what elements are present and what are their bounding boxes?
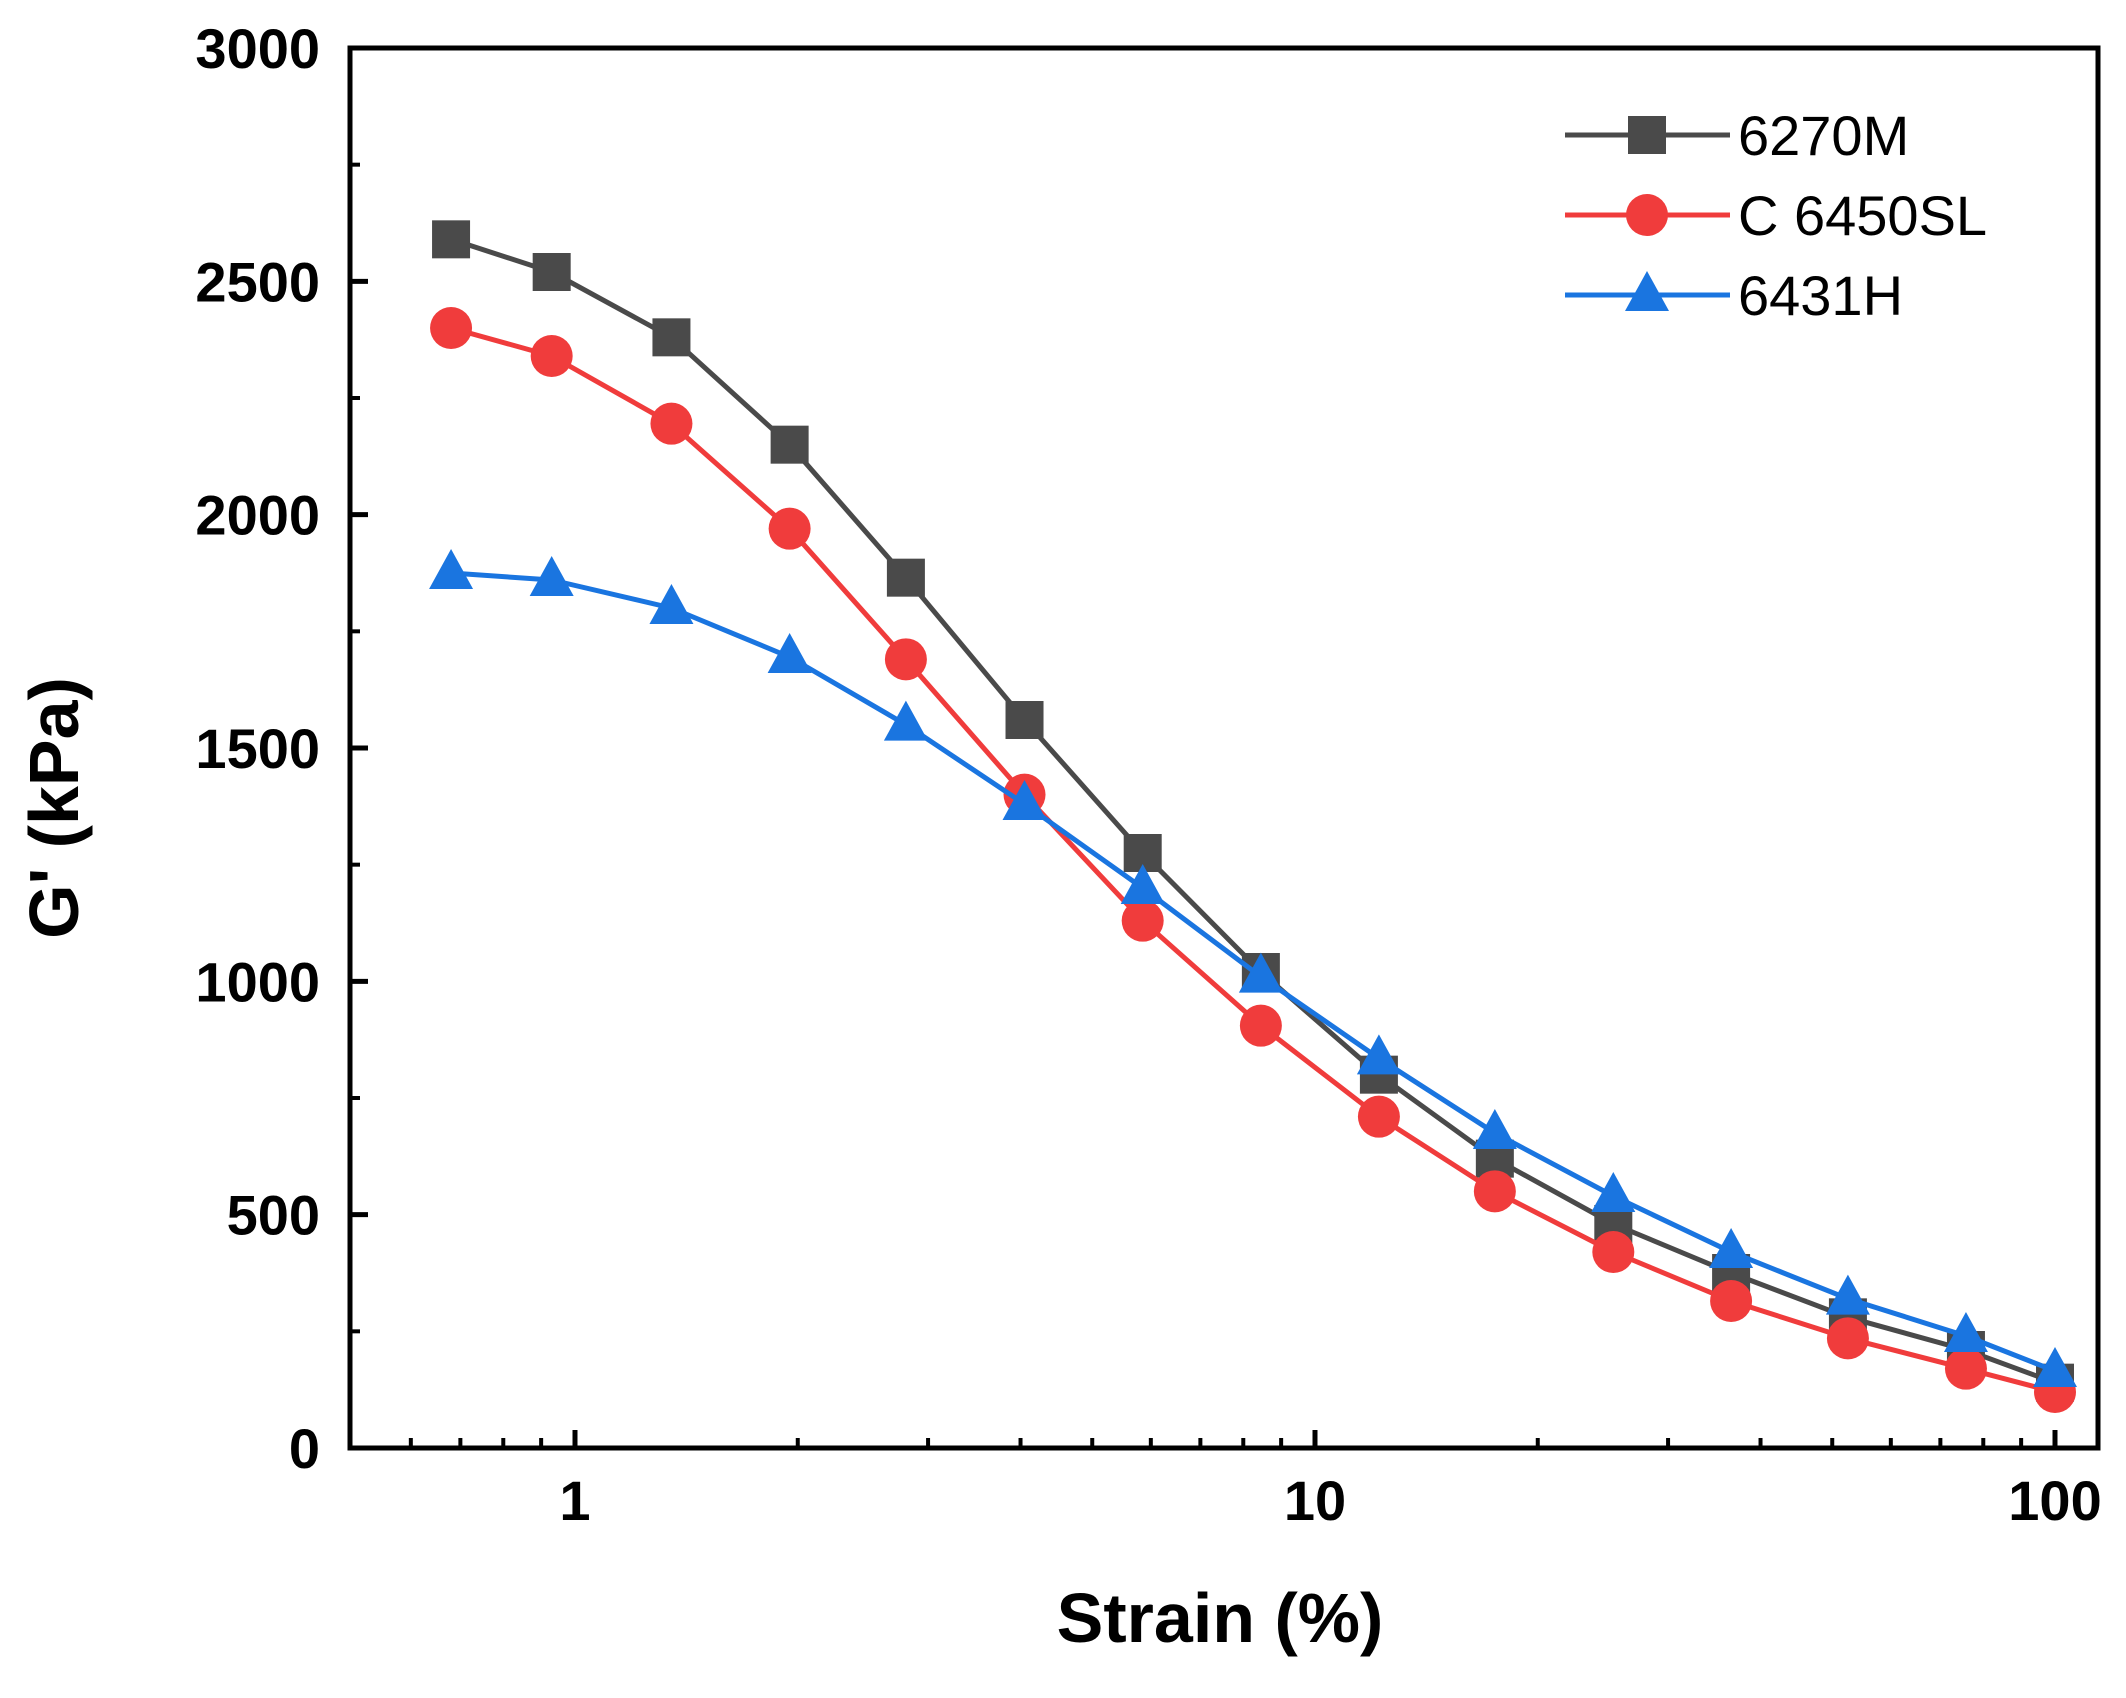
data-point xyxy=(530,335,573,377)
y-tick-label: 0 xyxy=(289,1417,320,1480)
data-point xyxy=(1826,1317,1869,1360)
data-point xyxy=(1472,1109,1517,1149)
data-point xyxy=(650,402,693,445)
data-point xyxy=(768,507,811,550)
data-point xyxy=(1356,1034,1401,1075)
data-point xyxy=(430,307,473,349)
data-point xyxy=(767,633,812,673)
data-point xyxy=(883,700,928,741)
data-point xyxy=(529,556,574,596)
legend-marker xyxy=(1628,116,1666,154)
data-point xyxy=(1709,1228,1754,1268)
data-point xyxy=(1002,780,1047,820)
data-point xyxy=(532,253,571,291)
x-tick-label: 10 xyxy=(1284,1469,1346,1532)
x-axis: 1 10 100 xyxy=(408,1430,2102,1532)
data-point xyxy=(1943,1312,1988,1352)
y-tick-label: 3000 xyxy=(195,17,320,80)
data-point xyxy=(1710,1280,1753,1322)
legend-entry: 6270M xyxy=(1565,104,1909,167)
data-point xyxy=(649,584,694,624)
legend: 6270M C 6450SL 6431H xyxy=(1565,104,1987,327)
x-axis-title: Strain (%) xyxy=(1057,1579,1384,1657)
y-tick-label: 1500 xyxy=(195,717,320,780)
legend-entry: C 6450SL xyxy=(1565,184,1987,247)
legend-label: 6270M xyxy=(1738,104,1909,167)
y-tick-label: 2000 xyxy=(195,484,320,547)
legend-label: C 6450SL xyxy=(1738,184,1987,247)
series-6431h xyxy=(429,549,2077,1387)
y-axis: 0 500 1000 1500 2000 2500 3000 xyxy=(195,17,368,1480)
y-axis-title: G' (kPa) xyxy=(15,677,93,939)
x-tick-label: 1 xyxy=(559,1469,590,1532)
data-point xyxy=(1944,1347,1987,1390)
data-point xyxy=(1121,899,1164,942)
y-tick-label: 500 xyxy=(227,1184,320,1247)
data-point xyxy=(652,318,691,357)
data-point xyxy=(886,558,925,597)
legend-marker xyxy=(1625,271,1669,311)
y-tick-label: 1000 xyxy=(195,950,320,1013)
x-tick-label: 100 xyxy=(2008,1469,2101,1532)
legend-entry: 6431H xyxy=(1565,264,1903,327)
data-point xyxy=(770,425,809,464)
data-point xyxy=(884,638,927,681)
y-tick-label: 2500 xyxy=(195,250,320,313)
data-point xyxy=(2033,1347,2077,1387)
data-point xyxy=(1825,1274,1870,1315)
legend-label: 6431H xyxy=(1738,264,1903,327)
data-point xyxy=(1473,1170,1516,1213)
data-point xyxy=(1592,1231,1635,1273)
data-point xyxy=(1239,1004,1282,1047)
data-point xyxy=(1591,1172,1636,1212)
data-point xyxy=(1238,952,1283,993)
data-point xyxy=(1357,1095,1400,1138)
data-point xyxy=(429,549,474,589)
series-c-6450sl xyxy=(430,307,2076,1413)
legend-marker xyxy=(1626,194,1668,236)
data-point xyxy=(1005,701,1044,739)
data-point xyxy=(1120,864,1165,904)
data-point xyxy=(432,220,471,259)
series-layer xyxy=(429,220,2077,1413)
